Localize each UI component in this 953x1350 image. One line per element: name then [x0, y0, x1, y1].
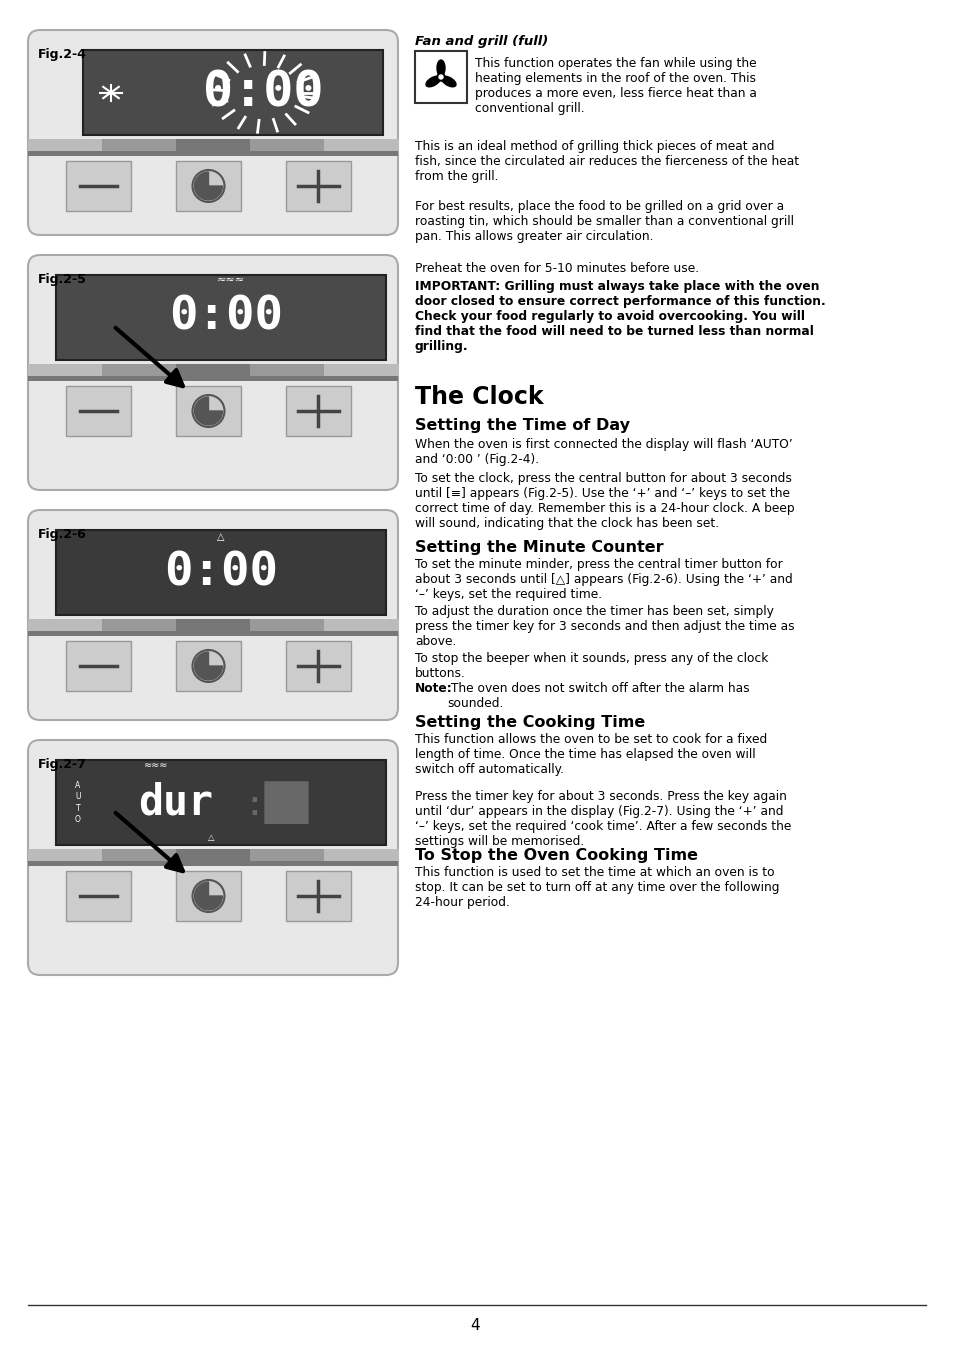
- Text: △: △: [208, 833, 214, 842]
- Bar: [102, 620, 177, 630]
- Text: To Stop the Oven Cooking Time: To Stop the Oven Cooking Time: [415, 848, 698, 863]
- Text: The Clock: The Clock: [415, 385, 543, 409]
- Bar: [250, 620, 325, 630]
- Bar: [175, 871, 241, 921]
- Wedge shape: [194, 652, 222, 680]
- Bar: [28, 861, 397, 865]
- Bar: [28, 849, 103, 861]
- Bar: [28, 151, 397, 157]
- Text: To set the clock, press the central button for about 3 seconds
until [≡] appears: To set the clock, press the central butt…: [415, 472, 794, 531]
- Text: To adjust the duration once the timer has been set, simply
press the timer key f: To adjust the duration once the timer ha…: [415, 605, 794, 648]
- Text: Fig.2-5: Fig.2-5: [38, 273, 87, 286]
- Text: 0:00: 0:00: [164, 549, 277, 595]
- Ellipse shape: [436, 59, 444, 76]
- Text: Fig.2-6: Fig.2-6: [38, 528, 87, 541]
- Text: 0:00: 0:00: [169, 296, 283, 340]
- Text: ≈≈≈: ≈≈≈: [216, 275, 245, 285]
- FancyBboxPatch shape: [28, 30, 397, 235]
- Bar: [286, 161, 351, 211]
- Bar: [175, 849, 251, 861]
- Text: This function operates the fan while using the
heating elements in the roof of t: This function operates the fan while usi…: [475, 57, 756, 115]
- Bar: [175, 620, 251, 630]
- Text: 0:00: 0:00: [203, 69, 323, 116]
- Circle shape: [193, 649, 224, 682]
- Bar: [324, 620, 398, 630]
- FancyBboxPatch shape: [28, 510, 397, 720]
- Bar: [175, 386, 241, 436]
- Text: :██: :██: [243, 782, 309, 824]
- Bar: [28, 139, 103, 151]
- Bar: [56, 531, 386, 616]
- Text: This function allows the oven to be set to cook for a fixed
length of time. Once: This function allows the oven to be set …: [415, 733, 766, 776]
- Bar: [286, 871, 351, 921]
- Text: IMPORTANT: Grilling must always take place with the oven
door closed to ensure c: IMPORTANT: Grilling must always take pla…: [415, 279, 825, 352]
- Bar: [66, 871, 131, 921]
- Text: Fig.2-4: Fig.2-4: [38, 49, 87, 61]
- Bar: [324, 364, 398, 377]
- Text: To stop the beeper when it sounds, press any of the clock
buttons.: To stop the beeper when it sounds, press…: [415, 652, 767, 680]
- Text: Fan and grill (full): Fan and grill (full): [415, 35, 548, 49]
- Bar: [66, 161, 131, 211]
- Text: This function is used to set the time at which an oven is to
stop. It can be set: This function is used to set the time at…: [415, 865, 779, 909]
- Bar: [324, 139, 398, 151]
- Bar: [175, 641, 241, 691]
- Ellipse shape: [441, 76, 456, 86]
- Bar: [175, 161, 241, 211]
- Text: To set the minute minder, press the central timer button for
about 3 seconds unt: To set the minute minder, press the cent…: [415, 558, 792, 601]
- Text: For best results, place the food to be grilled on a grid over a
roasting tin, wh: For best results, place the food to be g…: [415, 200, 793, 243]
- Bar: [102, 849, 177, 861]
- Bar: [286, 386, 351, 436]
- Wedge shape: [194, 171, 222, 200]
- Circle shape: [436, 73, 444, 81]
- Text: △: △: [217, 532, 225, 541]
- Bar: [66, 641, 131, 691]
- Bar: [28, 620, 103, 630]
- Bar: [56, 760, 386, 845]
- Text: dur: dur: [138, 782, 213, 824]
- Text: When the oven is first connected the display will flash ‘AUTO’
and ‘0:00 ’ (Fig.: When the oven is first connected the dis…: [415, 437, 792, 466]
- Bar: [102, 364, 177, 377]
- Text: Press the timer key for about 3 seconds. Press the key again
until ‘dur’ appears: Press the timer key for about 3 seconds.…: [415, 790, 791, 848]
- Bar: [28, 630, 397, 636]
- Text: Fig.2-7: Fig.2-7: [38, 757, 87, 771]
- FancyBboxPatch shape: [28, 255, 397, 490]
- Text: A
U
T
O: A U T O: [75, 782, 81, 824]
- Bar: [175, 364, 251, 377]
- Bar: [286, 641, 351, 691]
- Bar: [102, 139, 177, 151]
- FancyBboxPatch shape: [28, 740, 397, 975]
- Bar: [175, 139, 251, 151]
- Bar: [28, 364, 103, 377]
- Bar: [56, 275, 386, 360]
- Text: 4: 4: [470, 1318, 479, 1332]
- Bar: [28, 377, 397, 381]
- Circle shape: [193, 396, 224, 427]
- Text: This is an ideal method of grilling thick pieces of meat and
fish, since the cir: This is an ideal method of grilling thic…: [415, 140, 799, 184]
- Circle shape: [193, 170, 224, 202]
- Bar: [66, 386, 131, 436]
- Text: ≈≈≈: ≈≈≈: [144, 760, 168, 770]
- Text: The oven does not switch off after the alarm has
sounded.: The oven does not switch off after the a…: [447, 682, 749, 710]
- Bar: [415, 51, 467, 103]
- Bar: [250, 139, 325, 151]
- Circle shape: [193, 880, 224, 913]
- Bar: [324, 849, 398, 861]
- Text: Setting the Minute Counter: Setting the Minute Counter: [415, 540, 663, 555]
- Text: Note:: Note:: [415, 682, 453, 695]
- Bar: [250, 364, 325, 377]
- Text: Setting the Cooking Time: Setting the Cooking Time: [415, 716, 644, 730]
- Circle shape: [438, 76, 442, 80]
- Text: Preheat the oven for 5-10 minutes before use.: Preheat the oven for 5-10 minutes before…: [415, 262, 699, 275]
- Bar: [250, 849, 325, 861]
- Wedge shape: [194, 882, 222, 910]
- Wedge shape: [194, 397, 222, 425]
- Ellipse shape: [426, 76, 440, 86]
- Bar: [83, 50, 382, 135]
- Text: Setting the Time of Day: Setting the Time of Day: [415, 418, 629, 433]
